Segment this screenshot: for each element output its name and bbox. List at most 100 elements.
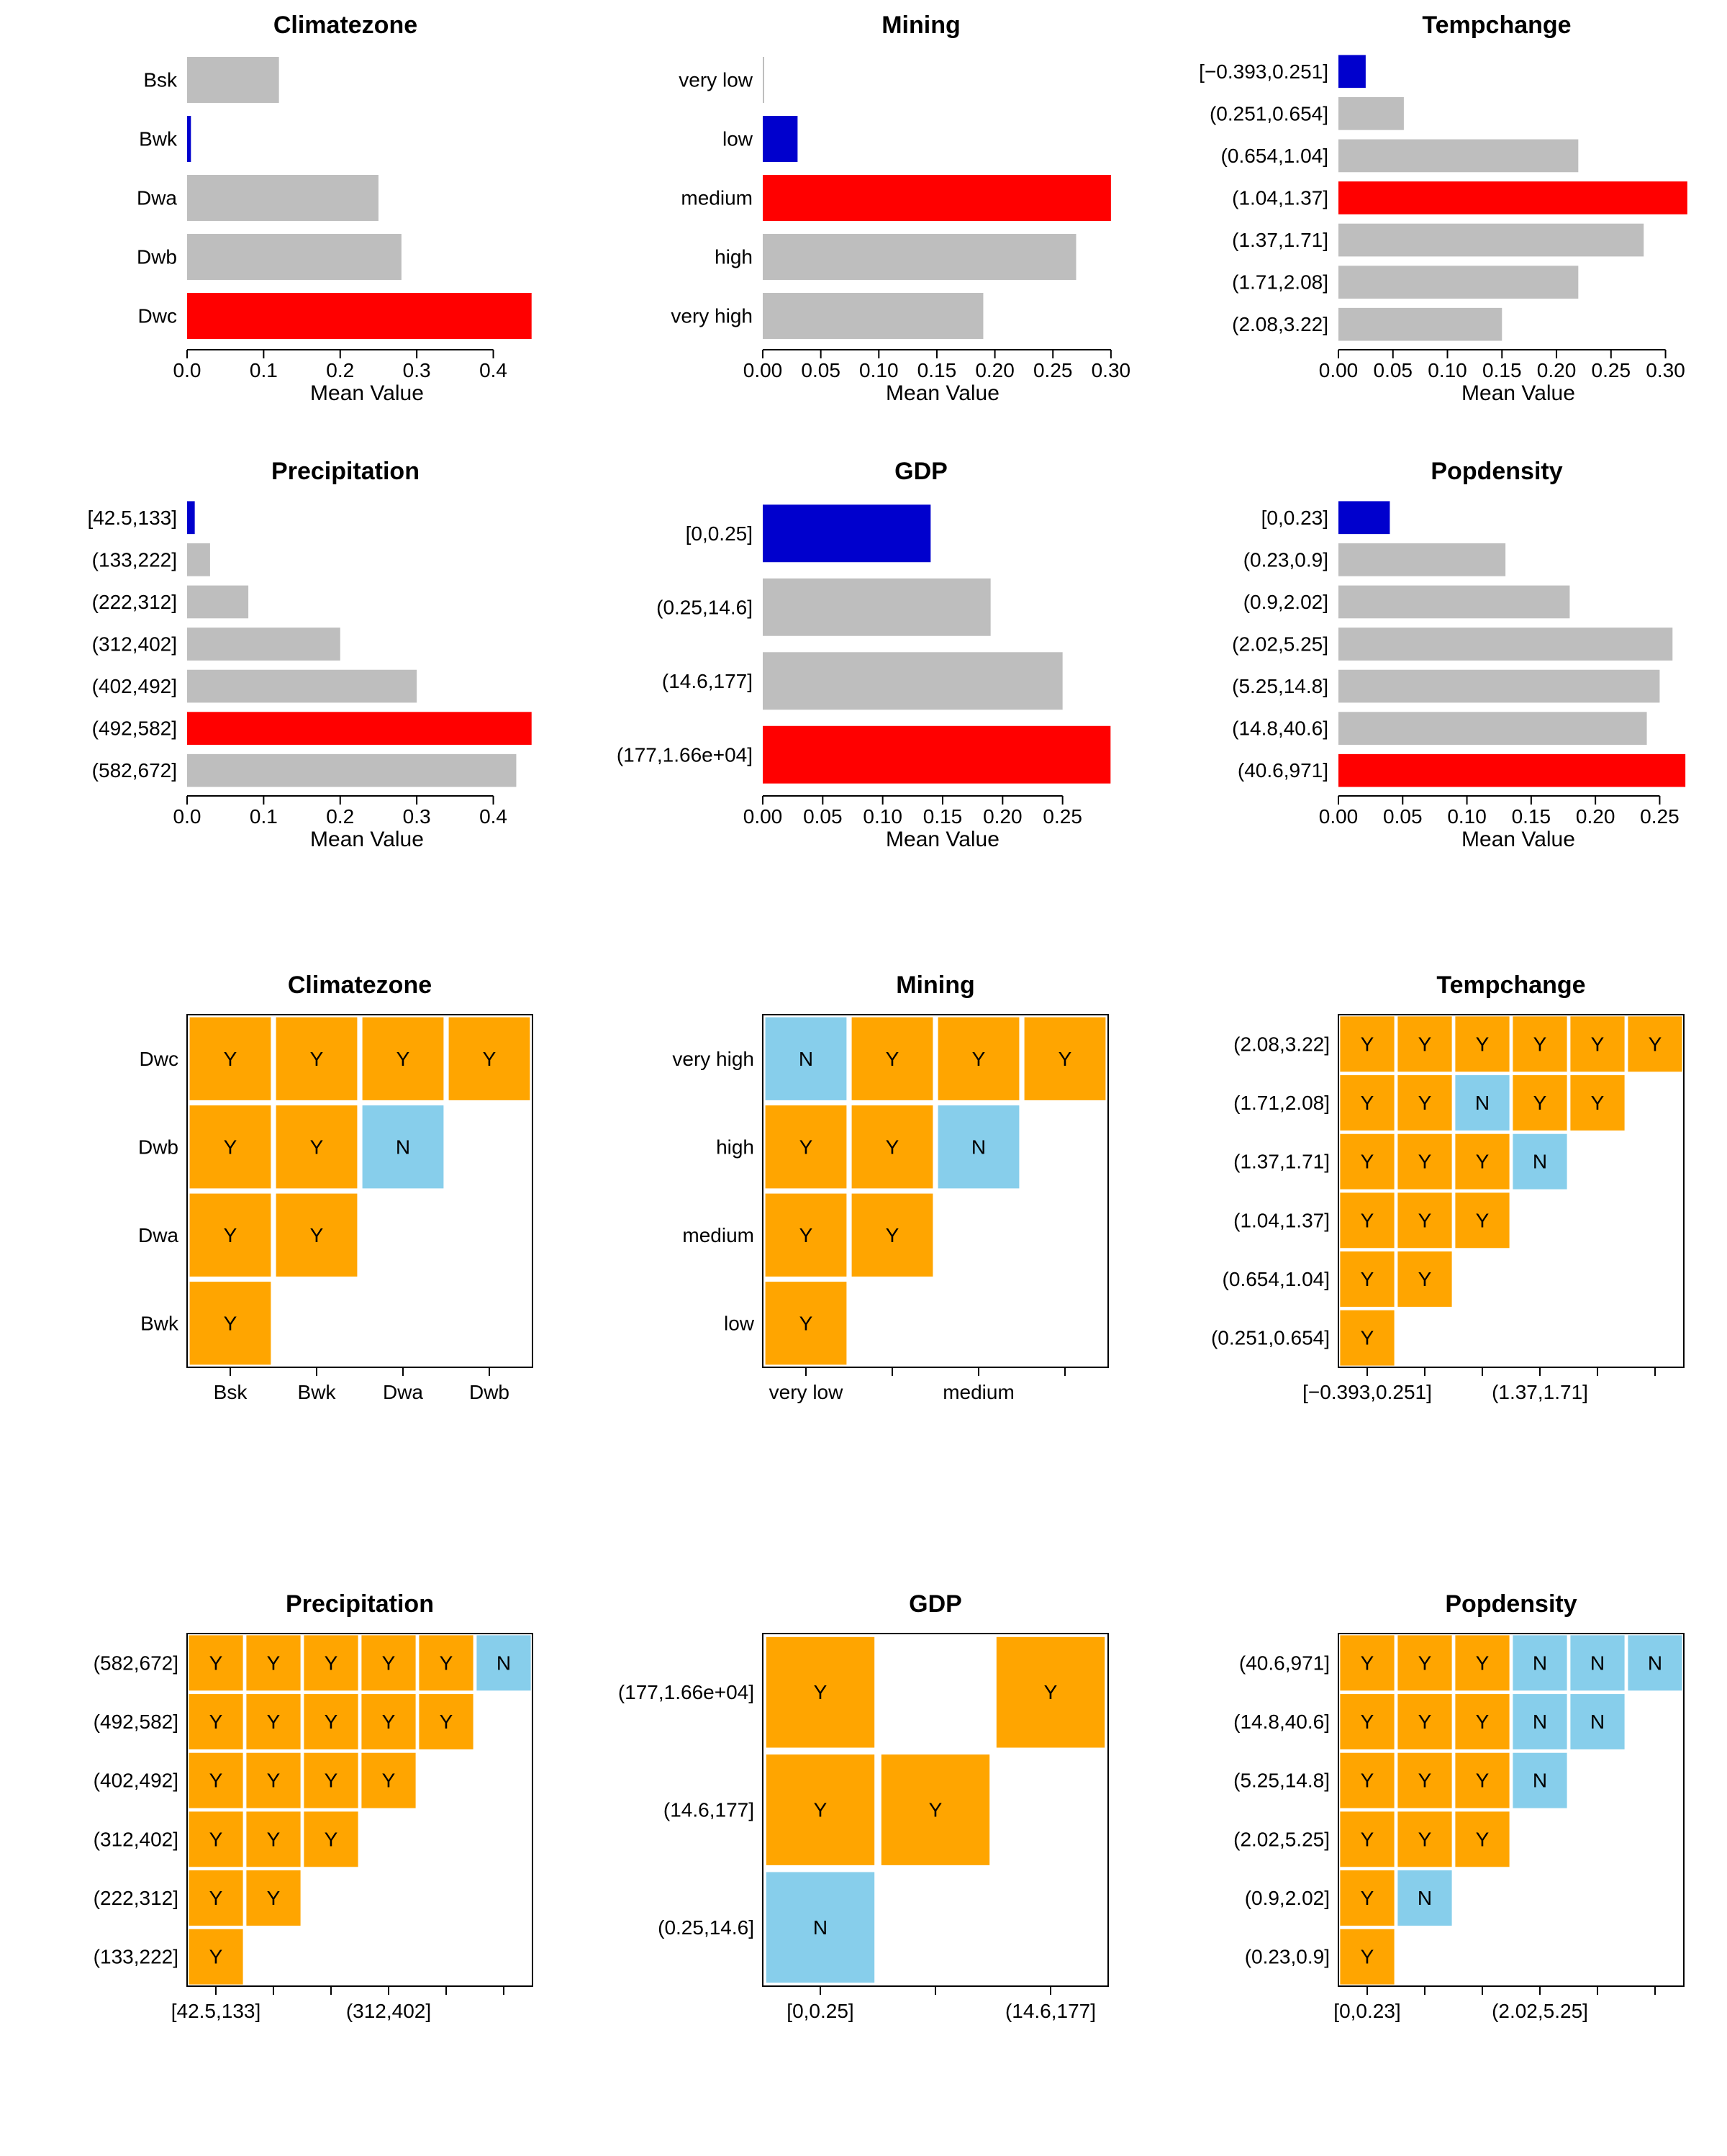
matrix-cell-label: Y	[209, 1652, 223, 1674]
y-tick-label: medium	[681, 187, 753, 209]
bar	[187, 628, 340, 661]
y-tick-label: Dwa	[137, 187, 177, 209]
matrix-cell-label: Y	[1059, 1048, 1072, 1070]
x-tick-label: 0.2	[326, 805, 354, 828]
bar-chart-svg: [−0.393,0.251](0.251,0.654](0.654,1.04](…	[1151, 0, 1727, 446]
bar	[187, 116, 191, 162]
y-tick-label: Dwc	[140, 1048, 178, 1070]
x-tick-label: 0.05	[801, 359, 840, 381]
y-tick-label: (133,222]	[94, 1946, 178, 1968]
chart-title: Tempchange	[1436, 971, 1585, 999]
bar	[763, 57, 764, 103]
y-tick-label: (582,672]	[92, 759, 177, 782]
y-tick-label: (2.08,3.22]	[1233, 1033, 1330, 1055]
matrix-cell-label: Y	[224, 1048, 237, 1070]
matrix-cell-label: Y	[1476, 1711, 1490, 1733]
bar	[187, 57, 279, 103]
x-axis-title: Mean Value	[310, 381, 424, 405]
bar-chart-svg: BskBwkDwaDwbDwc0.00.10.20.30.4Mean Value	[0, 0, 576, 446]
y-tick-label: (0.654,1.04]	[1223, 1268, 1330, 1290]
x-tick-label: 0.25	[1640, 805, 1680, 828]
matrix-cell-label: Y	[224, 1224, 237, 1246]
matrix-cell-label: N	[1533, 1711, 1547, 1733]
matrix-cell-label: Y	[1418, 1652, 1432, 1674]
bar	[1338, 670, 1659, 703]
x-tick-label: 0.2	[326, 359, 354, 381]
chart-grid: ClimatezoneBskBwkDwaDwbDwc0.00.10.20.30.…	[0, 0, 1727, 2130]
x-tick-label: 0.0	[173, 359, 201, 381]
bar	[187, 712, 532, 745]
bar	[1338, 543, 1505, 576]
y-tick-label: (1.04,1.37]	[1233, 1209, 1330, 1231]
bar-chart-svg: [0,0.23](0.23,0.9](0.9,2.02](2.02,5.25](…	[1151, 446, 1727, 892]
matrix-chart-svg: PrecipitationYYYYYN(582,672]YYYYY(492,58…	[0, 1511, 576, 2130]
x-tick-label: (1.37,1.71]	[1492, 1381, 1588, 1403]
bar-chart-mining: Miningvery lowlowmediumhighvery high0.00…	[576, 0, 1151, 446]
y-tick-label: (2.02,5.25]	[1233, 1828, 1330, 1850]
matrix-cell-label: Y	[814, 1799, 828, 1821]
bar	[763, 726, 1110, 784]
x-tick-label: 0.15	[917, 359, 957, 381]
x-tick-label: 0.1	[250, 359, 278, 381]
bar-chart-svg: [0,0.25](0.25,14.6](14.6,177](177,1.66e+…	[576, 446, 1151, 892]
y-tick-label: (492,582]	[94, 1711, 178, 1733]
matrix-cell-label: N	[799, 1048, 813, 1070]
matrix-cell-label: N	[1648, 1652, 1662, 1674]
bar	[1338, 181, 1687, 214]
y-tick-label: (5.25,14.8]	[1233, 1770, 1330, 1792]
y-tick-label: Bwk	[140, 1312, 179, 1334]
x-tick-label: 0.25	[1043, 805, 1082, 828]
bar	[1338, 628, 1672, 661]
matrix-cell-label: N	[1418, 1887, 1432, 1909]
bar-chart-svg: [42.5,133](133,222](222,312](312,402](40…	[0, 446, 576, 892]
x-tick-label: Bwk	[298, 1381, 337, 1403]
x-tick-label: 0.00	[743, 805, 783, 828]
x-tick-label: (312,402]	[346, 2000, 431, 2022]
matrix-cell-label: N	[1590, 1652, 1605, 1674]
matrix-cell-label: N	[1533, 1770, 1547, 1792]
x-tick-label: (2.02,5.25]	[1492, 2000, 1588, 2022]
bar	[187, 543, 210, 576]
matrix-cell-label: Y	[1476, 1151, 1490, 1173]
matrix-cell-label: Y	[267, 1711, 281, 1733]
matrix-chart-precipitation: PrecipitationYYYYYN(582,672]YYYYY(492,58…	[0, 1511, 576, 2130]
matrix-cell-label: Y	[799, 1224, 813, 1246]
x-tick-label: 0.20	[983, 805, 1023, 828]
matrix-cell-label: N	[1590, 1711, 1605, 1733]
y-tick-label: very low	[679, 69, 753, 91]
x-tick-label: 0.25	[1033, 359, 1073, 381]
bar-chart-gdp: GDP[0,0.25](0.25,14.6](14.6,177](177,1.6…	[576, 446, 1151, 892]
x-tick-label: 0.10	[859, 359, 899, 381]
bar	[763, 175, 1111, 221]
matrix-cell-label: Y	[310, 1136, 324, 1158]
matrix-cell-label: N	[971, 1136, 986, 1158]
x-tick-label: 0.00	[1319, 805, 1359, 828]
y-tick-label: (1.37,1.71]	[1233, 1151, 1330, 1173]
matrix-cell-label: Y	[310, 1048, 324, 1070]
x-tick-label: 0.10	[863, 805, 902, 828]
x-tick-label: medium	[943, 1381, 1015, 1403]
y-tick-label: (0.23,0.9]	[1245, 1946, 1330, 1968]
matrix-cell-label: Y	[1418, 1828, 1432, 1850]
y-tick-label: (133,222]	[92, 548, 177, 571]
bar	[763, 293, 983, 339]
matrix-chart-svg: TempchangeYYYYYY(2.08,3.22]YYNYY(1.71,2.…	[1151, 892, 1727, 1511]
matrix-cell-label: Y	[209, 1828, 223, 1850]
y-tick-label: (14.6,177]	[662, 670, 753, 692]
bar	[187, 501, 195, 534]
y-tick-label: (40.6,971]	[1239, 1652, 1330, 1674]
x-tick-label: (14.6,177]	[1005, 2000, 1096, 2022]
matrix-cell-label: Y	[1476, 1828, 1490, 1850]
matrix-cell-label: Y	[1418, 1209, 1432, 1231]
matrix-cell-label: Y	[1476, 1770, 1490, 1792]
x-tick-label: 0.10	[1428, 359, 1467, 381]
y-tick-label: Dwa	[138, 1224, 178, 1246]
y-tick-label: (0.25,14.6]	[658, 1916, 754, 1939]
matrix-cell-label: Y	[325, 1828, 338, 1850]
bar	[187, 754, 516, 787]
x-axis-title: Mean Value	[310, 828, 424, 851]
matrix-cell-label: Y	[209, 1711, 223, 1733]
matrix-cell-label: Y	[382, 1770, 396, 1792]
matrix-chart-gdp: GDPYY(177,1.66e+04]YY(14.6,177]N(0.25,14…	[576, 1511, 1151, 2130]
bar-chart-popdensity: Popdensity[0,0.23](0.23,0.9](0.9,2.02](2…	[1151, 446, 1727, 892]
